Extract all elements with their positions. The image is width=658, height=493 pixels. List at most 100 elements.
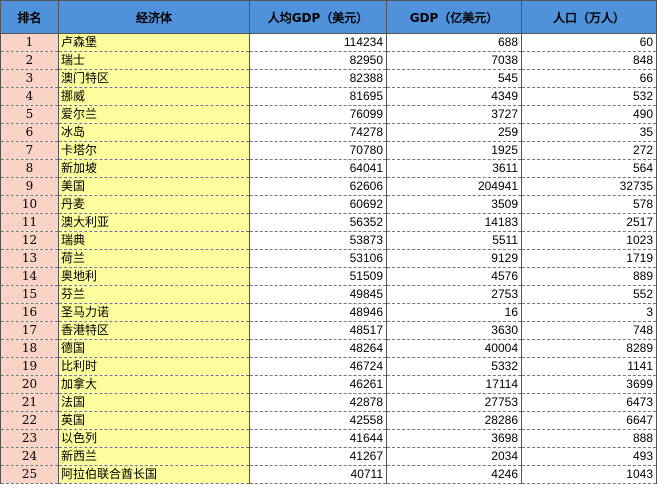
economy-cell[interactable]: 挪威 [58, 87, 250, 106]
gdp-per-capita-cell[interactable]: 46261 [249, 375, 387, 394]
population-cell[interactable]: 8289 [521, 339, 657, 358]
gdp-per-capita-cell[interactable]: 42878 [249, 393, 387, 412]
gdp-cell[interactable]: 688 [386, 33, 522, 52]
economy-cell[interactable]: 德国 [58, 339, 250, 358]
gdp-per-capita-cell[interactable]: 51509 [249, 267, 387, 286]
economy-cell[interactable]: 爱尔兰 [58, 105, 250, 124]
population-cell[interactable]: 888 [521, 429, 657, 448]
economy-cell[interactable]: 法国 [58, 393, 250, 412]
gdp-cell[interactable]: 14183 [386, 213, 522, 232]
gdp-per-capita-cell[interactable]: 82388 [249, 69, 387, 88]
rank-cell[interactable]: 1 [0, 33, 59, 52]
gdp-per-capita-cell[interactable]: 48517 [249, 321, 387, 340]
rank-cell[interactable]: 23 [0, 429, 59, 448]
gdp-per-capita-cell[interactable]: 41644 [249, 429, 387, 448]
gdp-per-capita-cell[interactable]: 48946 [249, 303, 387, 322]
gdp-cell[interactable]: 5511 [386, 231, 522, 250]
gdp-cell[interactable]: 16 [386, 303, 522, 322]
gdp-cell[interactable]: 2034 [386, 447, 522, 466]
gdp-cell[interactable]: 3611 [386, 159, 522, 178]
economy-cell[interactable]: 卢森堡 [58, 33, 250, 52]
rank-cell[interactable]: 19 [0, 357, 59, 376]
rank-cell[interactable]: 13 [0, 249, 59, 268]
rank-cell[interactable]: 11 [0, 213, 59, 232]
rank-cell[interactable]: 10 [0, 195, 59, 214]
rank-cell[interactable]: 4 [0, 87, 59, 106]
population-cell[interactable]: 60 [521, 33, 657, 52]
gdp-cell[interactable]: 17114 [386, 375, 522, 394]
gdp-per-capita-cell[interactable]: 40711 [249, 465, 387, 484]
economy-cell[interactable]: 美国 [58, 177, 250, 196]
gdp-per-capita-cell[interactable]: 60692 [249, 195, 387, 214]
gdp-cell[interactable]: 7038 [386, 51, 522, 70]
economy-cell[interactable]: 丹麦 [58, 195, 250, 214]
gdp-per-capita-cell[interactable]: 53873 [249, 231, 387, 250]
economy-cell[interactable]: 澳门特区 [58, 69, 250, 88]
economy-cell[interactable]: 新加坡 [58, 159, 250, 178]
population-cell[interactable]: 552 [521, 285, 657, 304]
population-cell[interactable]: 532 [521, 87, 657, 106]
rank-cell[interactable]: 14 [0, 267, 59, 286]
gdp-cell[interactable]: 4576 [386, 267, 522, 286]
rank-cell[interactable]: 17 [0, 321, 59, 340]
population-cell[interactable]: 1141 [521, 357, 657, 376]
gdp-cell[interactable]: 40004 [386, 339, 522, 358]
rank-cell[interactable]: 7 [0, 141, 59, 160]
gdp-cell[interactable]: 4349 [386, 87, 522, 106]
population-cell[interactable]: 3 [521, 303, 657, 322]
economy-cell[interactable]: 加拿大 [58, 375, 250, 394]
economy-cell[interactable]: 比利时 [58, 357, 250, 376]
population-cell[interactable]: 272 [521, 141, 657, 160]
population-cell[interactable]: 66 [521, 69, 657, 88]
rank-cell[interactable]: 2 [0, 51, 59, 70]
rank-cell[interactable]: 21 [0, 393, 59, 412]
gdp-cell[interactable]: 3509 [386, 195, 522, 214]
gdp-per-capita-cell[interactable]: 41267 [249, 447, 387, 466]
population-cell[interactable]: 6473 [521, 393, 657, 412]
gdp-cell[interactable]: 3727 [386, 105, 522, 124]
rank-cell[interactable]: 12 [0, 231, 59, 250]
rank-cell[interactable]: 3 [0, 69, 59, 88]
economy-cell[interactable]: 瑞典 [58, 231, 250, 250]
population-cell[interactable]: 32735 [521, 177, 657, 196]
gdp-per-capita-cell[interactable]: 46724 [249, 357, 387, 376]
rank-cell[interactable]: 8 [0, 159, 59, 178]
rank-cell[interactable]: 15 [0, 285, 59, 304]
gdp-cell[interactable]: 3698 [386, 429, 522, 448]
gdp-cell[interactable]: 204941 [386, 177, 522, 196]
population-cell[interactable]: 3699 [521, 375, 657, 394]
gdp-per-capita-cell[interactable]: 81695 [249, 87, 387, 106]
rank-cell[interactable]: 5 [0, 105, 59, 124]
gdp-per-capita-cell[interactable]: 70780 [249, 141, 387, 160]
economy-cell[interactable]: 香港特区 [58, 321, 250, 340]
gdp-cell[interactable]: 27753 [386, 393, 522, 412]
population-cell[interactable]: 1043 [521, 465, 657, 484]
gdp-cell[interactable]: 4246 [386, 465, 522, 484]
population-cell[interactable]: 564 [521, 159, 657, 178]
gdp-per-capita-cell[interactable]: 56352 [249, 213, 387, 232]
economy-cell[interactable]: 奥地利 [58, 267, 250, 286]
economy-cell[interactable]: 冰岛 [58, 123, 250, 142]
population-cell[interactable]: 1719 [521, 249, 657, 268]
economy-cell[interactable]: 以色列 [58, 429, 250, 448]
economy-cell[interactable]: 荷兰 [58, 249, 250, 268]
gdp-cell[interactable]: 2753 [386, 285, 522, 304]
gdp-cell[interactable]: 28286 [386, 411, 522, 430]
population-cell[interactable]: 6647 [521, 411, 657, 430]
rank-cell[interactable]: 18 [0, 339, 59, 358]
rank-cell[interactable]: 6 [0, 123, 59, 142]
population-cell[interactable]: 2517 [521, 213, 657, 232]
population-cell[interactable]: 490 [521, 105, 657, 124]
gdp-per-capita-cell[interactable]: 76099 [249, 105, 387, 124]
economy-cell[interactable]: 英国 [58, 411, 250, 430]
gdp-per-capita-cell[interactable]: 64041 [249, 159, 387, 178]
economy-cell[interactable]: 卡塔尔 [58, 141, 250, 160]
population-cell[interactable]: 493 [521, 447, 657, 466]
rank-cell[interactable]: 22 [0, 411, 59, 430]
economy-cell[interactable]: 阿拉伯联合酋长国 [58, 465, 250, 484]
rank-cell[interactable]: 24 [0, 447, 59, 466]
gdp-per-capita-cell[interactable]: 53106 [249, 249, 387, 268]
economy-cell[interactable]: 新西兰 [58, 447, 250, 466]
gdp-per-capita-cell[interactable]: 42558 [249, 411, 387, 430]
gdp-per-capita-cell[interactable]: 82950 [249, 51, 387, 70]
